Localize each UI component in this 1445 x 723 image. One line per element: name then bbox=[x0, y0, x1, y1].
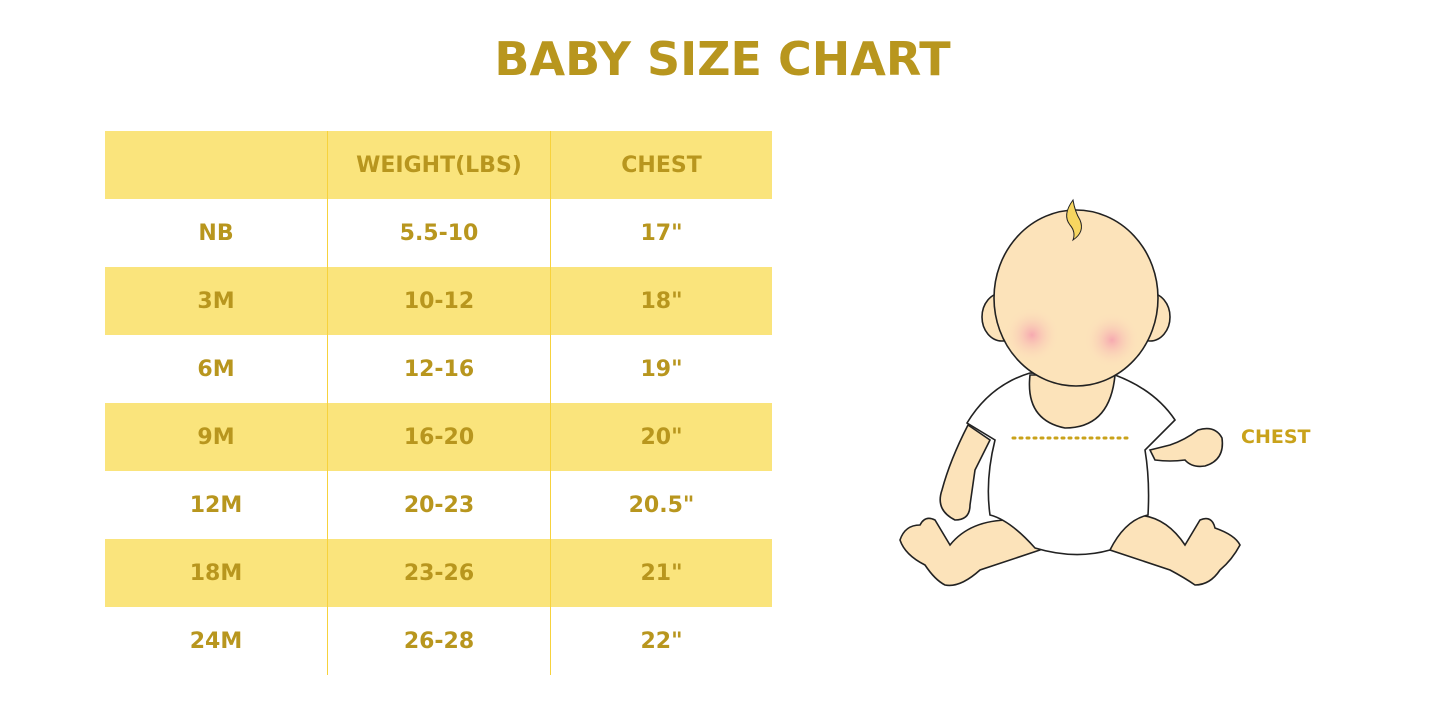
table-row: 9M 16-20 20" bbox=[105, 403, 772, 471]
chest-cell: 18" bbox=[640, 288, 683, 314]
weight-cell: 20-23 bbox=[327, 471, 551, 539]
table-row: NB 5.5-10 17" bbox=[105, 199, 772, 267]
page-title: BABY SIZE CHART bbox=[494, 32, 951, 86]
left-cheek bbox=[1004, 307, 1060, 363]
size-cell: NB bbox=[198, 220, 234, 246]
table-row: 3M 10-12 18" bbox=[105, 267, 772, 335]
hair-curl-icon bbox=[1066, 198, 1082, 242]
table-row: 18M 23-26 21" bbox=[105, 539, 772, 607]
weight-cell: 26-28 bbox=[327, 607, 551, 675]
size-cell: 18M bbox=[189, 560, 243, 586]
header-weight: WEIGHT(LBS) bbox=[327, 131, 551, 199]
size-cell: 9M bbox=[197, 424, 235, 450]
chest-cell: 20.5" bbox=[628, 492, 695, 518]
chest-cell: 21" bbox=[640, 560, 683, 586]
weight-cell: 5.5-10 bbox=[327, 199, 551, 267]
table-row: 12M 20-23 20.5" bbox=[105, 471, 772, 539]
chest-cell: 17" bbox=[640, 220, 683, 246]
table-header-row: WEIGHT(LBS) CHEST bbox=[105, 131, 772, 199]
size-cell: 12M bbox=[189, 492, 243, 518]
weight-cell: 23-26 bbox=[327, 539, 551, 607]
header-size bbox=[105, 131, 328, 199]
size-table: WEIGHT(LBS) CHEST NB 5.5-10 17" 3M 10-12 18"… bbox=[105, 131, 772, 675]
right-arm bbox=[1148, 427, 1224, 468]
right-cheek bbox=[1084, 312, 1140, 368]
weight-cell: 10-12 bbox=[327, 267, 551, 335]
size-cell: 3M bbox=[197, 288, 235, 314]
baby-illustration bbox=[899, 198, 1241, 587]
chest-cell: 22" bbox=[640, 628, 683, 654]
chest-label: CHEST bbox=[1241, 426, 1311, 448]
size-cell: 6M bbox=[197, 356, 235, 382]
header-chest: CHEST bbox=[621, 152, 702, 178]
onesie bbox=[965, 372, 1177, 556]
size-cell: 24M bbox=[189, 628, 243, 654]
table-row: 24M 26-28 22" bbox=[105, 607, 772, 675]
right-leg bbox=[1109, 514, 1241, 586]
left-arm bbox=[939, 423, 992, 521]
weight-cell: 16-20 bbox=[327, 403, 551, 471]
chest-cell: 20" bbox=[640, 424, 683, 450]
neck bbox=[1028, 374, 1116, 429]
weight-cell: 12-16 bbox=[327, 335, 551, 403]
chest-cell: 19" bbox=[640, 356, 683, 382]
table-row: 6M 12-16 19" bbox=[105, 335, 772, 403]
left-leg bbox=[899, 517, 1041, 587]
